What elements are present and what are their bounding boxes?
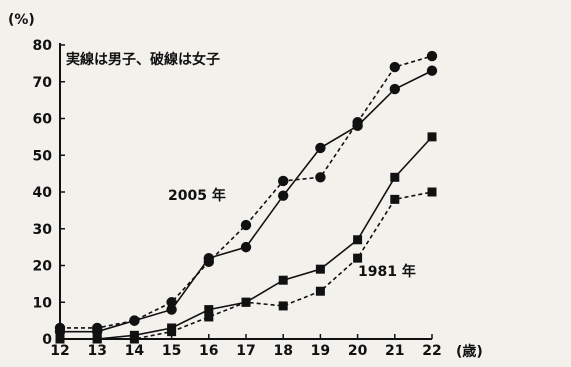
data-point — [278, 175, 289, 187]
series-1981-male — [55, 132, 437, 344]
x-tick-label: 12 — [50, 343, 69, 359]
x-tick-label: 18 — [273, 343, 292, 359]
data-point — [315, 286, 325, 296]
annotation-2005: 2005 年 — [168, 187, 226, 204]
x-ticks: 12 13 14 15 16 17 18 19 20 21 22 — [50, 334, 442, 359]
x-tick-label: 15 — [162, 343, 181, 359]
data-point — [240, 241, 252, 253]
data-point — [204, 312, 214, 322]
data-point — [315, 264, 325, 274]
data-point — [315, 172, 326, 183]
series-line — [60, 55, 433, 329]
data-point — [353, 235, 363, 245]
data-point — [92, 322, 103, 334]
legend-note: 実線は男子、破線は女子 — [66, 51, 220, 68]
data-point — [241, 297, 251, 307]
data-point — [278, 190, 289, 201]
y-ticks: 0 10 20 30 40 50 60 70 80 — [33, 38, 65, 348]
axes — [59, 43, 432, 340]
y-tick-label: 50 — [33, 148, 53, 164]
series-line — [60, 136, 433, 340]
data-point — [427, 132, 437, 142]
data-point — [353, 253, 363, 263]
data-point — [54, 322, 66, 334]
series-2005-male — [54, 65, 438, 337]
series-line — [60, 70, 433, 333]
data-point — [426, 65, 438, 76]
x-unit-label: (歳) — [456, 343, 483, 360]
data-point — [427, 187, 437, 197]
y-tick-label: 0 — [42, 332, 52, 348]
y-tick-label: 40 — [33, 185, 53, 201]
data-point — [278, 275, 288, 285]
data-point — [166, 304, 177, 315]
data-point — [55, 334, 65, 344]
y-tick-label: 20 — [33, 259, 53, 275]
series-1981-female — [55, 187, 437, 344]
data-point — [389, 61, 400, 73]
x-tick-label: 16 — [199, 343, 218, 359]
x-tick-label: 20 — [348, 343, 368, 359]
data-point — [278, 301, 288, 311]
data-point — [129, 334, 139, 344]
data-point — [167, 327, 177, 337]
data-point — [352, 116, 363, 128]
x-tick-label: 21 — [385, 343, 404, 359]
data-point — [166, 297, 177, 308]
data-point — [203, 256, 214, 268]
data-point — [426, 50, 438, 62]
series-layer — [54, 50, 438, 344]
y-unit-label: (%) — [8, 12, 35, 28]
data-point — [92, 334, 102, 344]
x-tick-label: 14 — [125, 343, 145, 359]
data-point — [204, 305, 214, 315]
x-tick-label: 19 — [311, 343, 330, 359]
data-point — [390, 172, 400, 182]
series-2005-female — [54, 50, 438, 334]
x-tick-label: 13 — [87, 343, 106, 359]
y-tick-label: 10 — [33, 295, 53, 311]
y-tick-label: 80 — [33, 38, 53, 54]
data-point — [240, 219, 252, 231]
data-point — [390, 194, 400, 204]
data-point — [315, 142, 326, 154]
x-tick-label: 17 — [236, 343, 255, 359]
annotation-1981: 1981 年 — [358, 263, 416, 280]
x-tick-label: 22 — [422, 343, 441, 359]
y-tick-label: 60 — [33, 112, 53, 128]
y-tick-label: 70 — [33, 75, 53, 91]
data-point — [389, 83, 400, 95]
data-point — [129, 315, 140, 326]
y-tick-label: 30 — [33, 222, 53, 238]
